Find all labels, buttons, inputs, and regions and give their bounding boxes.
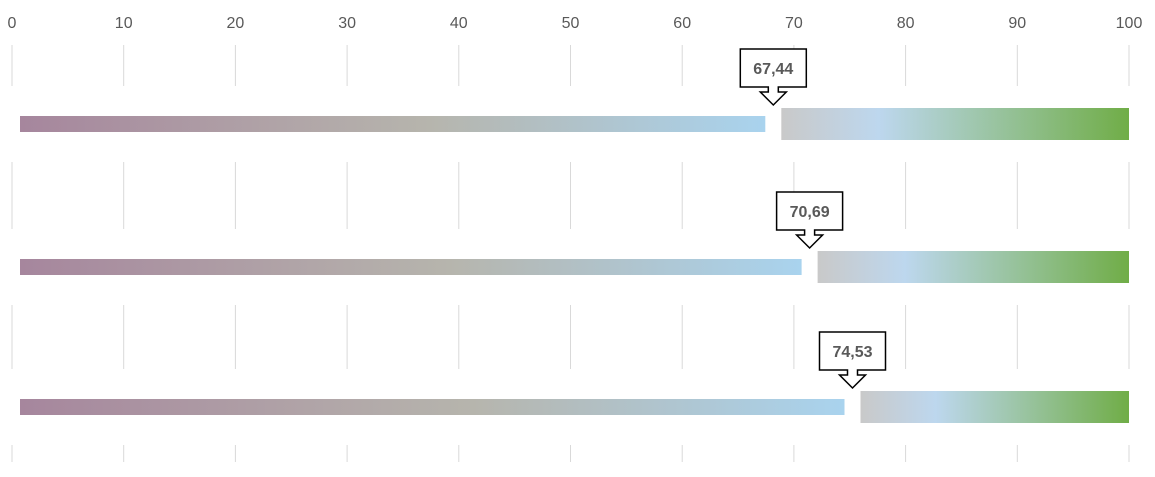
- x-tick-label: 30: [338, 15, 356, 32]
- value-label: 70,69: [790, 204, 830, 221]
- value-bar: [20, 116, 766, 132]
- x-tick-label: 10: [115, 15, 133, 32]
- x-tick-label: 90: [1008, 15, 1026, 32]
- x-tick-label: 0: [8, 15, 17, 32]
- callout-box: [739, 48, 808, 107]
- x-axis-ticks: 0 10 20 30 40 50 60 70 80 90 100: [8, 15, 1143, 32]
- x-tick-label: 100: [1116, 15, 1143, 32]
- remainder-bar: [817, 251, 1129, 283]
- callout-box: [775, 191, 844, 250]
- x-tick-label: 20: [227, 15, 245, 32]
- x-tick-label: 40: [450, 15, 468, 32]
- x-tick-label: 70: [785, 15, 803, 32]
- callouts: 67,44 70,69 74,53: [739, 48, 887, 390]
- bars: [0, 86, 1155, 445]
- callout-box: [818, 331, 887, 390]
- x-tick-label: 50: [562, 15, 580, 32]
- value-bar: [20, 399, 845, 415]
- value-bar: [20, 259, 802, 275]
- remainder-bar: [781, 108, 1129, 140]
- x-tick-label: 80: [897, 15, 915, 32]
- x-tick-label: 60: [673, 15, 691, 32]
- value-label: 67,44: [753, 61, 793, 78]
- value-label: 74,53: [832, 344, 872, 361]
- remainder-bar: [860, 391, 1129, 423]
